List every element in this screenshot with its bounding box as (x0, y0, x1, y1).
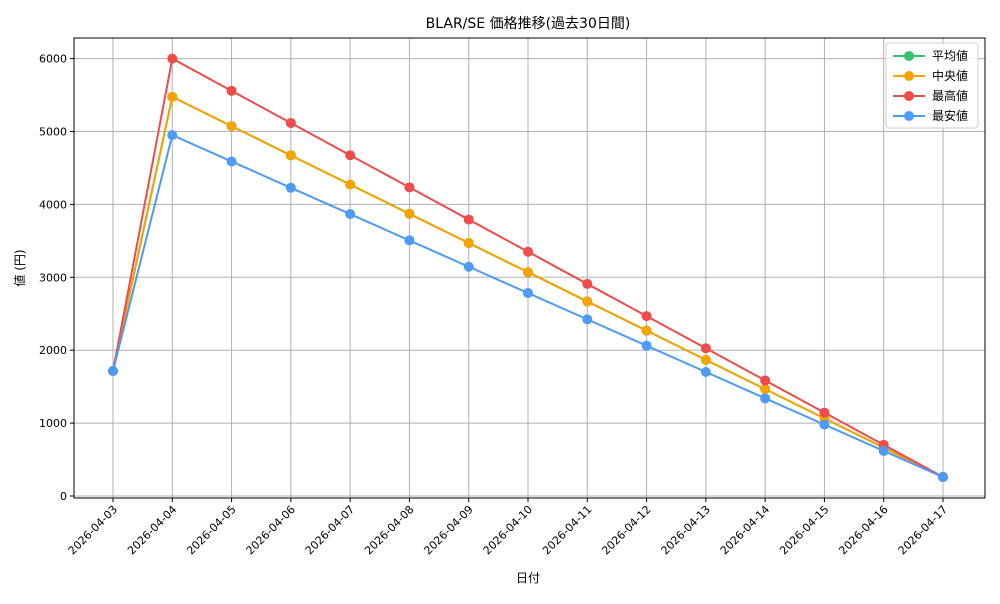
data-point (463, 261, 474, 272)
data-point (700, 354, 711, 365)
data-point (878, 445, 889, 456)
legend-box (885, 42, 979, 129)
x-tick-label: 2026-04-11 (540, 503, 594, 557)
x-tick-label: 2026-04-13 (659, 503, 713, 557)
x-tick-label: 2026-04-09 (421, 503, 475, 557)
data-point (582, 314, 593, 325)
series-lines (108, 53, 948, 483)
x-tick-label: 2026-04-17 (896, 503, 950, 557)
data-point (700, 343, 711, 354)
x-tick-label: 2026-04-08 (362, 503, 416, 557)
data-point (345, 209, 356, 220)
y-tick-label: 1000 (39, 417, 67, 430)
data-point (404, 182, 415, 193)
data-point (285, 150, 296, 161)
data-point (641, 340, 652, 351)
data-point (226, 121, 237, 132)
legend-label: 最高値 (932, 88, 968, 103)
y-tick-label: 5000 (39, 126, 67, 139)
legend-swatch-marker (904, 91, 914, 101)
data-point (760, 375, 771, 386)
data-point (285, 117, 296, 128)
x-tick-label: 2026-04-03 (66, 503, 120, 557)
x-tick-label: 2026-04-12 (599, 503, 653, 557)
x-tick-label: 2026-04-10 (481, 503, 535, 557)
data-point (404, 208, 415, 219)
data-point (760, 393, 771, 404)
data-point (345, 150, 356, 161)
chart-title: BLAR/SE 価格推移(過去30日間) (426, 16, 631, 32)
y-tick-label: 0 (60, 490, 67, 503)
data-point (108, 365, 118, 376)
legend-swatch-marker (904, 111, 914, 121)
data-point (641, 311, 652, 322)
data-point (582, 278, 593, 289)
x-axis-label: 日付 (516, 571, 540, 585)
legend-swatch-marker (904, 71, 914, 81)
x-tick-label: 2026-04-14 (718, 503, 772, 557)
data-point (582, 296, 593, 307)
y-tick-label: 2000 (39, 344, 67, 357)
data-point (523, 246, 533, 257)
data-point (463, 214, 474, 225)
data-point (700, 366, 711, 377)
x-tick-label: 2026-04-07 (303, 503, 357, 557)
legend-label: 平均値 (932, 48, 968, 63)
data-point (760, 384, 771, 395)
data-point (523, 288, 533, 299)
x-tick-label: 2026-04-04 (125, 503, 179, 557)
data-point (463, 238, 474, 249)
data-point (938, 472, 948, 483)
y-tick-label: 4000 (39, 198, 67, 211)
legend-label: 最安値 (932, 108, 968, 123)
data-point (641, 325, 652, 336)
x-tick-label: 2026-04-16 (836, 503, 890, 557)
x-tick-label: 2026-04-06 (244, 503, 298, 557)
data-point (226, 156, 237, 167)
plot-frame (73, 37, 986, 499)
data-point (819, 419, 830, 430)
legend-swatch-marker (904, 51, 914, 61)
series-3 (108, 130, 948, 483)
data-point (167, 130, 178, 141)
data-point (345, 179, 356, 190)
data-point (404, 235, 415, 246)
data-point (167, 91, 178, 102)
x-tick-label: 2026-04-15 (777, 503, 831, 557)
data-point (167, 53, 178, 64)
x-tick-label: 2026-04-05 (184, 503, 238, 557)
data-point (285, 182, 296, 193)
data-point (819, 407, 830, 418)
x-axis-ticks: 2026-04-03 2026-04-04 2026-04-05 2026-04-06… (66, 498, 950, 557)
y-axis-ticks: 0 1000 2000 3000 4000 5000 6000 (39, 53, 74, 503)
y-tick-label: 6000 (39, 53, 67, 66)
data-point (523, 267, 533, 278)
y-tick-label: 3000 (39, 271, 67, 284)
data-point (226, 85, 237, 96)
y-axis-label: 値 (円) (12, 249, 27, 286)
legend-label: 中央値 (932, 68, 968, 83)
